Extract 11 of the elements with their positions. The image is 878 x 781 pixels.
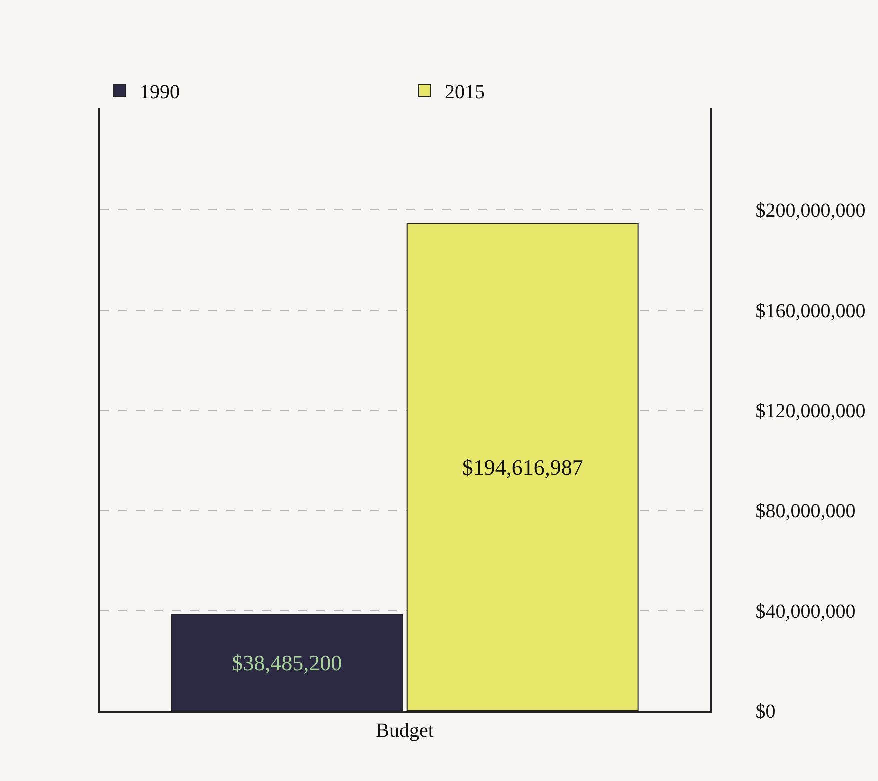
x-tick-label: Budget xyxy=(376,720,434,742)
legend-label: 2015 xyxy=(445,81,485,104)
y-tick-label: $40,000,000 xyxy=(756,600,856,623)
y-tick-label: $200,000,000 xyxy=(756,200,866,222)
y-tick-label: $120,000,000 xyxy=(756,400,866,422)
y-tick-label: $0 xyxy=(756,701,776,723)
y-tick-label: $160,000,000 xyxy=(756,300,866,322)
y-tick-label: $80,000,000 xyxy=(756,500,856,523)
text: $194,616,987 xyxy=(462,454,584,480)
text: $38,485,200 xyxy=(232,650,342,676)
legend-label: 1990 xyxy=(140,81,180,104)
